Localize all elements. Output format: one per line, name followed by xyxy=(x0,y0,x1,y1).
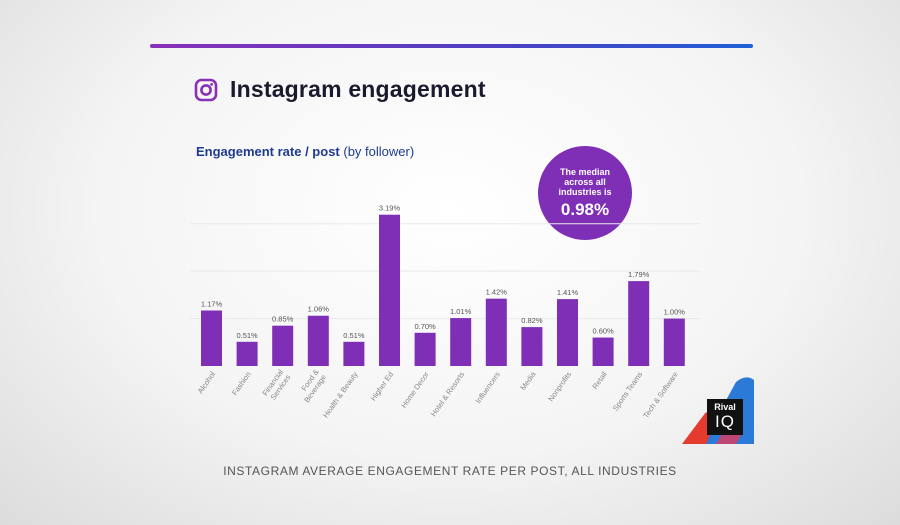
x-tick-label: Sports Teams xyxy=(611,370,645,413)
footer-caption: INSTAGRAM AVERAGE ENGAGEMENT RATE PER PO… xyxy=(223,464,677,478)
bar-value-label: 1.79% xyxy=(628,270,650,279)
logo-rival-text: Rival xyxy=(714,402,736,412)
bar-value-label: 0.60% xyxy=(592,327,614,336)
x-tick-label: Alcohol xyxy=(196,370,218,396)
x-tick-label: Media xyxy=(518,369,538,392)
x-tick-label: Influencers xyxy=(474,370,503,405)
bar-value-label: 0.85% xyxy=(272,315,294,324)
bar xyxy=(272,325,294,366)
bar xyxy=(663,318,685,366)
bar-value-label: 1.00% xyxy=(664,308,686,317)
x-tick-label: FinancialServices xyxy=(260,367,292,402)
x-tick-label: Higher Ed xyxy=(369,370,396,402)
chart-subtitle-light: (by follower) xyxy=(343,144,415,159)
instagram-icon xyxy=(194,78,218,101)
top-gradient-rule xyxy=(150,44,753,48)
bar-value-label: 0.51% xyxy=(343,331,365,340)
bar xyxy=(379,214,400,366)
bar-value-label: 1.01% xyxy=(450,307,472,316)
bar xyxy=(414,332,436,366)
bar xyxy=(450,318,472,366)
bar xyxy=(343,341,365,366)
x-tick-label: Retail xyxy=(590,370,609,391)
chart-subtitle: Engagement rate / post (by follower) xyxy=(196,144,414,159)
bar-value-label: 0.51% xyxy=(236,331,258,340)
bar-value-label: 1.06% xyxy=(308,305,330,314)
x-tick-label: Hotel & Resorts xyxy=(429,370,467,418)
bar-value-label: 1.42% xyxy=(486,288,508,297)
x-tick-label: Food &Beverage xyxy=(295,368,328,405)
chart-subtitle-strong: Engagement rate / post xyxy=(196,144,340,159)
median-callout-value: 0.98% xyxy=(560,199,610,219)
bar xyxy=(307,315,329,366)
x-tick-label: Home Decor xyxy=(399,370,431,410)
bar-value-label: 0.82% xyxy=(521,316,543,325)
page-title: Instagram engagement xyxy=(230,76,486,102)
median-callout: The median across all industries is 0.98… xyxy=(538,146,632,240)
bar xyxy=(236,341,258,366)
x-tick-label: Nonprofits xyxy=(546,370,573,403)
logo-iq-text: IQ xyxy=(715,412,735,431)
bar-value-label: 0.70% xyxy=(414,322,436,331)
bar xyxy=(592,337,614,366)
bar xyxy=(201,310,222,366)
bar-value-label: 3.19% xyxy=(379,204,401,213)
x-tick-label: Tech & Software xyxy=(641,370,680,420)
bar xyxy=(521,327,543,366)
bar-value-label: 1.17% xyxy=(201,300,223,309)
page-header: Instagram engagement xyxy=(194,76,486,103)
bar xyxy=(557,299,578,366)
median-callout-text: The median across all industries is xyxy=(558,166,612,197)
bar xyxy=(628,281,650,366)
bar xyxy=(485,298,507,366)
x-tick-label: Fashion xyxy=(230,370,253,397)
bar-value-label: 1.41% xyxy=(557,288,579,297)
rival-iq-logo: Rival IQ xyxy=(707,399,743,435)
